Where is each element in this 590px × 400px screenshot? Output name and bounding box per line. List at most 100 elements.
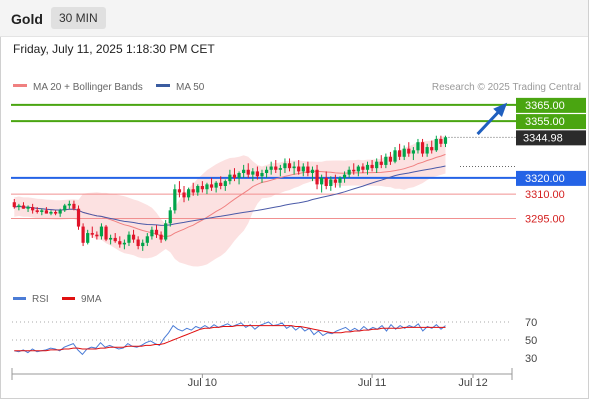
- x-tick-label: Jul 12: [458, 377, 487, 389]
- candle-body: [90, 233, 94, 235]
- credit-text: Research © 2025 Trading Central: [432, 82, 581, 93]
- candle-body: [352, 169, 356, 172]
- forecast-arrow-head: [493, 102, 508, 117]
- datetime-label: Friday, July 11, 2025 1:18:30 PM CET: [13, 42, 215, 56]
- candle-body: [200, 186, 204, 190]
- candle-body: [109, 237, 113, 240]
- instrument-title: Gold: [11, 11, 43, 27]
- legend-label: MA 20 + Bollinger Bands: [33, 82, 143, 93]
- candle-body: [260, 173, 264, 177]
- rsi-legend-swatch: [13, 297, 26, 300]
- candle-body: [173, 189, 177, 211]
- level-tag-3355.00: [516, 114, 586, 130]
- last-price-label: 3344.98: [523, 132, 563, 144]
- candle-body: [255, 171, 260, 177]
- candle-body: [398, 150, 402, 157]
- candle-body: [246, 169, 250, 175]
- candle-body: [182, 192, 186, 198]
- candle-body: [365, 164, 370, 170]
- candle-body: [191, 189, 195, 193]
- candle-body: [407, 148, 411, 154]
- legend-swatch: [156, 84, 170, 87]
- candle-body: [306, 166, 310, 174]
- bollinger-band-fill: [14, 135, 446, 267]
- candle-body: [264, 169, 269, 174]
- candle-body: [72, 203, 76, 209]
- x-tick-label: Jul 11: [358, 377, 387, 389]
- legend-swatch: [13, 84, 27, 87]
- candle-body: [26, 207, 30, 209]
- candle-body: [416, 142, 420, 151]
- candle-body: [104, 226, 108, 240]
- candle-body: [292, 166, 296, 169]
- candle-body: [301, 166, 305, 172]
- candle-body: [232, 174, 237, 178]
- candle-body: [434, 138, 438, 151]
- candle-body: [329, 179, 333, 186]
- candle-body: [99, 226, 104, 237]
- candle-body: [223, 181, 227, 186]
- candle-body: [297, 166, 301, 172]
- candle-body: [164, 223, 168, 240]
- candle-body: [347, 169, 351, 175]
- candle-body: [393, 150, 397, 162]
- candle-body: [425, 147, 429, 154]
- rsi-tick-label: 30: [525, 353, 537, 365]
- candle-body: [361, 166, 365, 170]
- candle-body: [242, 169, 246, 174]
- candle-body: [154, 229, 159, 235]
- candle-body: [324, 177, 328, 186]
- rsi-legend-label: RSI: [32, 294, 49, 305]
- candle-body: [420, 142, 425, 154]
- candle-body: [283, 163, 287, 169]
- candle-body: [251, 171, 255, 175]
- legend-label: MA 50: [176, 82, 205, 93]
- level-label-3320.00: 3320.00: [525, 173, 565, 185]
- timeframe-button[interactable]: 30 MIN: [51, 7, 106, 29]
- candle-body: [443, 137, 448, 144]
- candle-body: [228, 174, 232, 182]
- candle-body: [274, 166, 278, 170]
- candle-body: [370, 164, 374, 169]
- rsi-tick-label: 50: [525, 335, 537, 347]
- candle-body: [118, 241, 122, 245]
- candle-body: [141, 242, 145, 247]
- candle-body: [196, 186, 200, 193]
- candle-body: [44, 210, 49, 214]
- rsi-tick-label: 70: [525, 317, 537, 329]
- level-label-3310.00: 3310.00: [525, 189, 565, 201]
- candle-body: [145, 236, 149, 243]
- candle-body: [17, 205, 21, 208]
- candle-body: [237, 173, 241, 178]
- rsi-legend-label: 9MA: [81, 294, 102, 305]
- candle-body: [63, 205, 67, 211]
- candle-body: [81, 226, 85, 243]
- candle-body: [310, 169, 315, 174]
- candle-body: [333, 179, 337, 183]
- level-label-3365.00: 3365.00: [525, 100, 565, 112]
- candle-body: [278, 168, 282, 170]
- candle-body: [131, 234, 136, 240]
- candle-body: [168, 210, 172, 224]
- candle-body: [342, 174, 347, 178]
- level-label-3295.00: 3295.00: [525, 213, 565, 225]
- candle-body: [53, 211, 58, 214]
- candle-body: [122, 242, 126, 245]
- candle-body: [402, 148, 406, 157]
- ma50-line: [14, 165, 446, 226]
- candle-body: [315, 169, 319, 185]
- candle-body: [177, 189, 182, 193]
- last-price-tag: [516, 130, 586, 146]
- candle-body: [95, 234, 99, 237]
- candle-body: [150, 229, 154, 237]
- candle-body: [49, 211, 53, 214]
- level-tag-3365.00: [516, 97, 586, 113]
- rsi-legend-swatch: [62, 297, 75, 300]
- candle-body: [12, 202, 16, 208]
- level-label-3355.00: 3355.00: [525, 116, 565, 128]
- candle-body: [86, 233, 90, 243]
- candle-body: [320, 177, 324, 185]
- rsi-line: [14, 321, 446, 356]
- candle-body: [356, 166, 360, 172]
